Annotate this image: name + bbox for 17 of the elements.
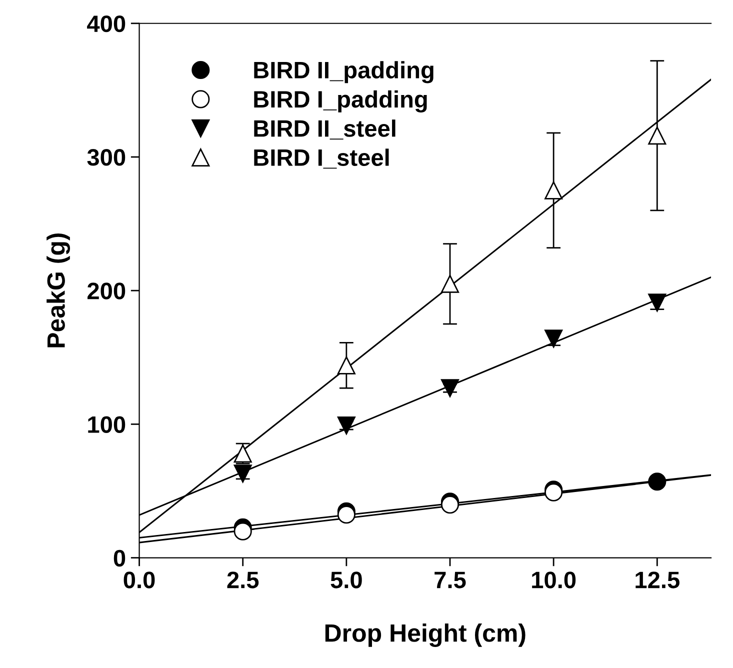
x-tick-label: 7.5 xyxy=(434,572,466,588)
legend-label: BIRD II_steel xyxy=(254,120,396,140)
y-tick-label: 400 xyxy=(87,15,126,32)
x-axis-title: Drop Height (cm) xyxy=(325,624,526,647)
x-tick-label: 10.0 xyxy=(532,572,576,588)
y-tick-label: 100 xyxy=(88,416,126,433)
x-tick-label: 2.5 xyxy=(227,572,259,588)
legend-label: BIRD I_padding xyxy=(254,90,427,112)
y-axis-title: PeakG (g) xyxy=(46,233,70,348)
y-tick-label: 0 xyxy=(114,550,126,567)
x-tick-label: 12.5 xyxy=(636,572,680,588)
x-tick-label: 0.0 xyxy=(124,572,155,588)
legend-label: BIRD II_padding xyxy=(254,61,434,84)
x-tick-label: 5.0 xyxy=(330,572,362,588)
y-tick-label: 200 xyxy=(88,282,126,300)
legend-label: BIRD I_steel xyxy=(254,148,389,169)
y-tick-label: 300 xyxy=(87,149,126,166)
